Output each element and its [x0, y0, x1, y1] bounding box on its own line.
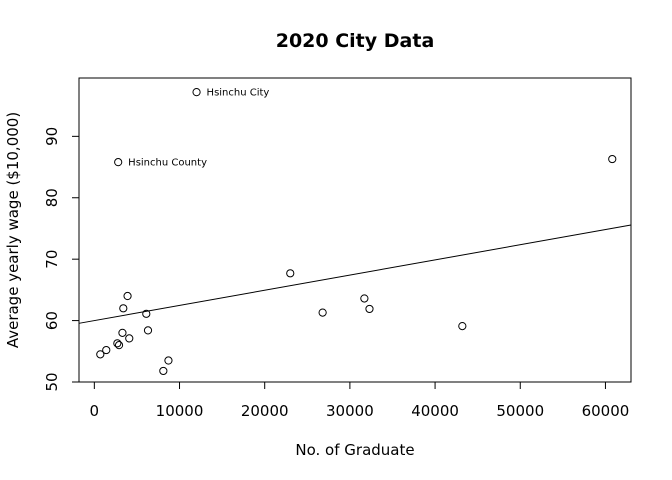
x-tick-label: 40000 [411, 402, 459, 420]
data-point [123, 291, 132, 301]
data-point [114, 158, 123, 167]
x-tick-label: 30000 [326, 402, 374, 420]
x-tick-label: 0 [90, 402, 100, 420]
point-label: Hsinchu County [128, 158, 207, 169]
data-point [143, 326, 153, 335]
y-tick-label: 90 [43, 127, 61, 146]
data-point [318, 308, 327, 317]
data-point [159, 366, 168, 376]
data-point [164, 356, 173, 365]
data-point [118, 328, 127, 337]
data-point [286, 269, 295, 278]
point-label: Hsinchu City [207, 88, 270, 99]
y-tick-label: 80 [43, 188, 61, 207]
y-tick-label: 50 [43, 372, 61, 391]
y-tick-label: 60 [43, 311, 61, 330]
regression-line [78, 224, 632, 324]
point-annotations: Hsinchu City Hsinchu County [128, 88, 269, 169]
data-point [142, 309, 151, 318]
data-point [125, 334, 134, 343]
x-tick-label: 10000 [156, 402, 204, 420]
y-axis: 50 60 70 80 90 [43, 127, 80, 392]
plot-frame [78, 77, 632, 383]
data-point [608, 154, 617, 164]
data-point [96, 350, 105, 359]
regression-line-group [78, 224, 632, 324]
data-points [96, 88, 617, 376]
y-axis-label: Average yearly wage ($10,000) [4, 112, 22, 348]
x-tick-label: 50000 [496, 402, 544, 420]
x-axis: 0 10000 20000 30000 40000 50000 60000 [90, 381, 630, 420]
data-point [114, 341, 124, 350]
data-point [365, 304, 374, 314]
data-point [458, 322, 467, 331]
data-point [113, 339, 122, 348]
y-tick-label: 70 [43, 250, 61, 269]
x-axis-label: No. of Graduate [295, 441, 414, 459]
x-tick-label: 60000 [582, 402, 630, 420]
data-point [119, 304, 128, 313]
data-point [102, 345, 111, 355]
chart-title: 2020 City Data [276, 30, 435, 52]
data-point [360, 294, 369, 303]
x-tick-label: 20000 [241, 402, 289, 420]
data-point [192, 88, 201, 97]
